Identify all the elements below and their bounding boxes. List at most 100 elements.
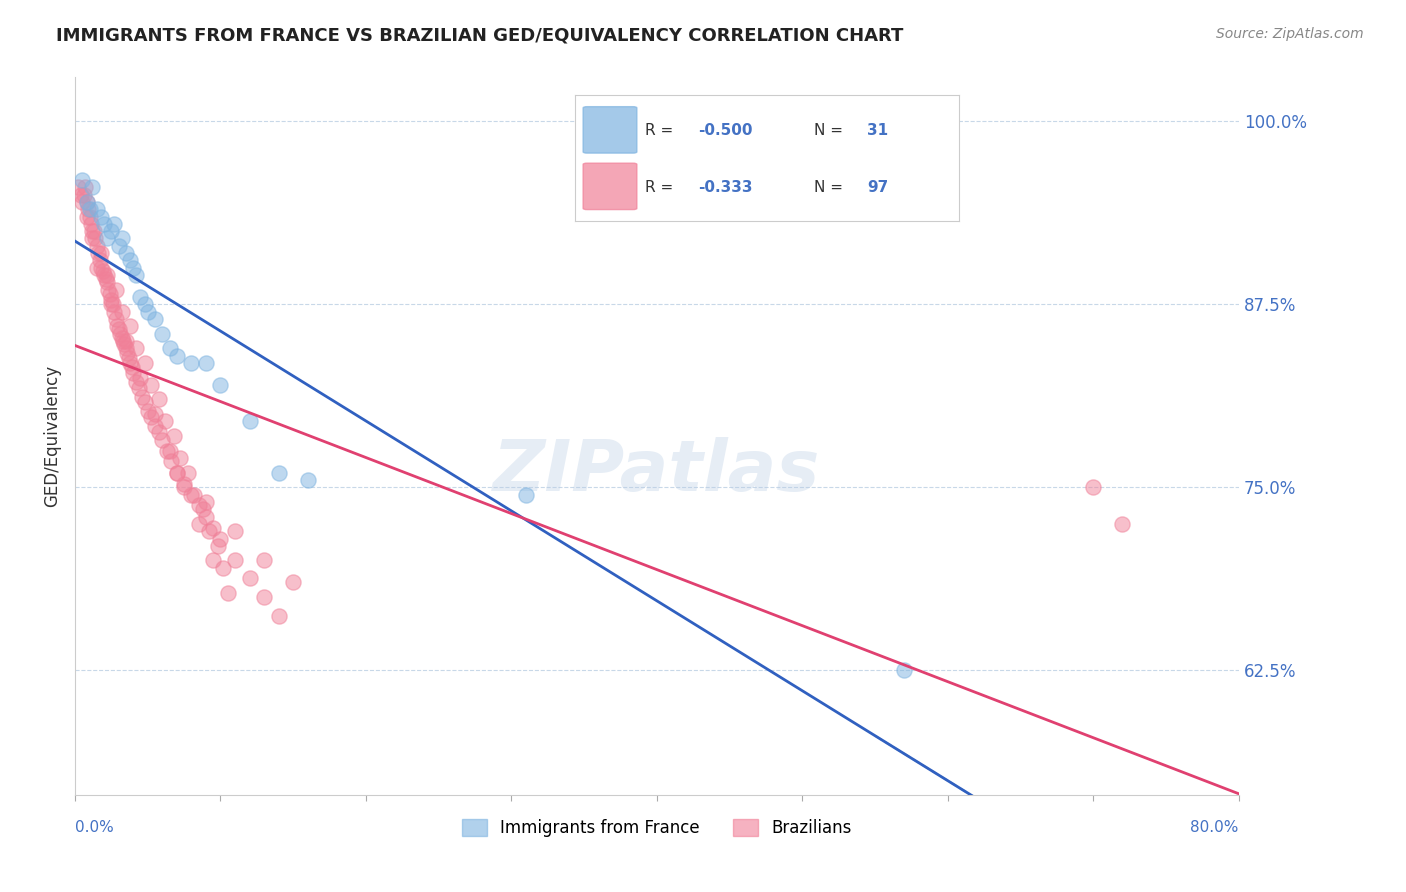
Point — [100, 297, 122, 311]
Point — [79, 210, 101, 224]
Point — [202, 553, 225, 567]
Point — [131, 390, 153, 404]
Text: ZIPatlas: ZIPatlas — [494, 437, 821, 507]
Point — [122, 260, 145, 275]
Point — [103, 217, 125, 231]
Point — [148, 425, 170, 439]
Point — [86, 239, 108, 253]
Point — [159, 443, 181, 458]
Point — [103, 304, 125, 318]
Point — [77, 202, 100, 217]
Point — [83, 224, 105, 238]
Point — [209, 532, 232, 546]
Point — [108, 326, 131, 341]
Point — [209, 377, 232, 392]
Point — [183, 488, 205, 502]
Point — [76, 210, 98, 224]
Point — [177, 466, 200, 480]
Point — [75, 180, 97, 194]
Point — [97, 283, 120, 297]
Point — [105, 319, 128, 334]
Point — [69, 187, 91, 202]
Point — [173, 480, 195, 494]
Point — [115, 246, 138, 260]
Point — [120, 356, 142, 370]
Point — [150, 434, 173, 448]
Point — [120, 253, 142, 268]
Point — [98, 287, 121, 301]
Point — [91, 263, 114, 277]
Point — [96, 276, 118, 290]
Point — [153, 414, 176, 428]
Point — [129, 370, 152, 384]
Point — [66, 180, 89, 194]
Point — [120, 319, 142, 334]
Point — [267, 609, 290, 624]
Point — [194, 495, 217, 509]
Point — [84, 231, 107, 245]
Point — [515, 488, 537, 502]
Point — [115, 334, 138, 348]
Point — [253, 553, 276, 567]
Point — [148, 392, 170, 407]
Point — [125, 341, 148, 355]
Point — [107, 239, 129, 253]
Point — [198, 524, 221, 539]
Point — [87, 246, 110, 260]
Point — [93, 268, 115, 282]
Point — [159, 341, 181, 355]
Point — [150, 326, 173, 341]
Point — [166, 466, 188, 480]
Point — [121, 360, 143, 375]
Point — [136, 304, 159, 318]
Point — [104, 283, 127, 297]
Point — [93, 217, 115, 231]
Point — [239, 571, 262, 585]
Point — [194, 356, 217, 370]
Point — [110, 231, 132, 245]
Point — [114, 336, 136, 351]
Point — [143, 312, 166, 326]
Legend: Immigrants from France, Brazilians: Immigrants from France, Brazilians — [456, 813, 859, 844]
Point — [125, 268, 148, 282]
Point — [212, 561, 235, 575]
Point — [110, 304, 132, 318]
Point — [90, 210, 112, 224]
Point — [82, 231, 104, 245]
Point — [101, 297, 124, 311]
Point — [96, 268, 118, 282]
Point — [267, 466, 290, 480]
Point — [90, 246, 112, 260]
Point — [107, 322, 129, 336]
Point — [110, 331, 132, 345]
Point — [94, 272, 117, 286]
Point — [191, 502, 214, 516]
Point — [143, 418, 166, 433]
Text: Source: ZipAtlas.com: Source: ZipAtlas.com — [1216, 27, 1364, 41]
Point — [129, 290, 152, 304]
Point — [143, 407, 166, 421]
Point — [163, 429, 186, 443]
Point — [117, 345, 139, 359]
Point — [90, 260, 112, 275]
Text: 0.0%: 0.0% — [75, 820, 114, 835]
Text: IMMIGRANTS FROM FRANCE VS BRAZILIAN GED/EQUIVALENCY CORRELATION CHART: IMMIGRANTS FROM FRANCE VS BRAZILIAN GED/… — [56, 27, 904, 45]
Point — [180, 356, 202, 370]
Point — [1111, 516, 1133, 531]
Point — [89, 253, 111, 268]
Point — [160, 454, 183, 468]
Point — [104, 312, 127, 326]
Point — [224, 553, 246, 567]
Point — [187, 516, 209, 531]
Point — [173, 477, 195, 491]
Point — [139, 410, 162, 425]
Point — [76, 194, 98, 209]
Point — [82, 224, 104, 238]
Point — [122, 366, 145, 380]
Point — [118, 351, 141, 366]
Point — [115, 341, 138, 355]
Point — [180, 488, 202, 502]
Point — [136, 404, 159, 418]
Point — [72, 173, 94, 187]
Point — [111, 334, 134, 348]
